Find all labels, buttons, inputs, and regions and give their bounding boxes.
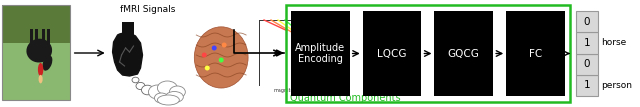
Bar: [29, 29, 33, 50]
Text: 1: 1: [584, 38, 590, 48]
Bar: [576, 11, 598, 32]
Ellipse shape: [221, 42, 227, 48]
Ellipse shape: [154, 93, 168, 103]
Ellipse shape: [165, 91, 183, 103]
Ellipse shape: [26, 39, 52, 62]
Ellipse shape: [195, 27, 248, 88]
Text: GQCG: GQCG: [448, 48, 480, 59]
Bar: [286, 5, 570, 102]
Ellipse shape: [141, 85, 154, 95]
Bar: [576, 54, 598, 75]
Bar: [2, 43, 70, 100]
Text: Amplitude
Encoding: Amplitude Encoding: [295, 43, 346, 64]
Ellipse shape: [212, 45, 217, 51]
Bar: [435, 11, 493, 96]
Text: 0: 0: [584, 17, 590, 27]
Text: horse: horse: [601, 38, 626, 47]
Bar: [363, 11, 422, 96]
Ellipse shape: [136, 82, 145, 90]
Polygon shape: [113, 33, 143, 76]
Bar: [122, 22, 134, 36]
Ellipse shape: [157, 81, 177, 95]
Ellipse shape: [205, 65, 210, 71]
Text: FC: FC: [529, 48, 542, 59]
Bar: [506, 11, 565, 96]
Text: 1: 1: [584, 80, 590, 90]
Ellipse shape: [170, 86, 186, 98]
Ellipse shape: [157, 95, 179, 105]
Bar: [42, 29, 45, 50]
Ellipse shape: [38, 75, 43, 83]
Bar: [576, 75, 598, 96]
Text: person: person: [601, 81, 632, 90]
Bar: [35, 29, 38, 50]
Bar: [2, 5, 70, 100]
Ellipse shape: [148, 85, 166, 99]
Ellipse shape: [202, 53, 207, 57]
Ellipse shape: [132, 77, 139, 83]
Text: 0: 0: [584, 59, 590, 69]
Text: Quantum Components: Quantum Components: [290, 93, 401, 103]
Ellipse shape: [219, 57, 224, 62]
Text: fMRI Signals: fMRI Signals: [120, 5, 175, 14]
Ellipse shape: [42, 55, 52, 71]
Bar: [47, 29, 50, 50]
Ellipse shape: [38, 63, 44, 76]
Text: magnitude: magnitude: [273, 88, 300, 93]
Bar: [254, 15, 319, 90]
Text: LQCG: LQCG: [378, 48, 407, 59]
Bar: [291, 11, 349, 96]
Bar: [2, 5, 70, 43]
Bar: [576, 32, 598, 54]
